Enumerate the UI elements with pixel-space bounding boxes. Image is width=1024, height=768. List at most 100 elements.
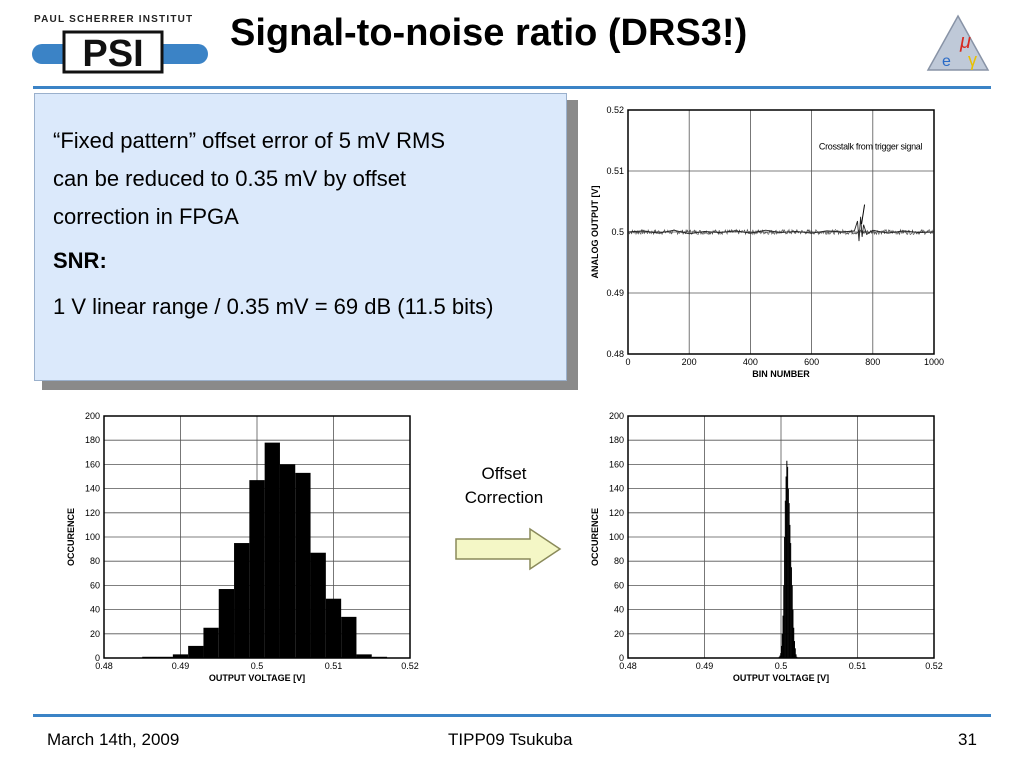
y-tick-label: 0.48 [606, 349, 624, 359]
y-tick-label: 60 [90, 580, 100, 590]
y-axis-label: ANALOG OUTPUT [V] [590, 186, 600, 279]
y-tick-label: 180 [85, 435, 100, 445]
histogram-bar [778, 656, 780, 658]
annotation-label: Crosstalk from trigger signal [819, 142, 923, 152]
histogram-bar [782, 615, 784, 658]
series-line [627, 216, 935, 242]
y-tick-label: 0.49 [606, 288, 624, 298]
footer-page-number: 31 [958, 730, 977, 749]
histogram-bar [356, 654, 372, 658]
histogram-bar [371, 656, 388, 658]
y-tick-label: 80 [90, 556, 100, 566]
header-rule [33, 86, 991, 89]
histogram-after-correction: 0.48 0.49 0.5 0.51 0.52 0 20 40 60 80 100 120 140 160… [590, 411, 943, 683]
x-axis-label: OUTPUT VOLTAGE [V] [209, 673, 305, 683]
info-textbox: “Fixed pattern” offset error of 5 mV RMS… [34, 93, 567, 381]
histogram-bar [203, 627, 219, 658]
y-tick-label: 0.51 [606, 166, 624, 176]
textbox-line-2: can be reduced to 0.35 mV by offset [53, 166, 407, 191]
footer-rule [33, 714, 991, 717]
x-tick-label: 0.51 [325, 661, 343, 671]
snr-label: SNR: [53, 248, 107, 273]
footer-date: March 14th, 2009 [47, 730, 180, 749]
page-title: Signal-to-noise ratio (DRS3!) [230, 12, 748, 54]
histogram-bar [780, 653, 782, 658]
svg-text:μ: μ [959, 31, 971, 53]
y-tick-label: 0.52 [606, 105, 624, 115]
histogram-bar [792, 609, 794, 658]
histogram-bar [790, 543, 792, 658]
y-axis-label: OCCURENCE [590, 508, 600, 566]
institute-name: PAUL SCHERRER INSTITUT [34, 14, 194, 25]
x-tick-label: 0.48 [619, 661, 637, 671]
x-tick-label: 0.52 [925, 661, 943, 671]
y-tick-label: 80 [614, 556, 624, 566]
x-tick-label: 0.49 [172, 661, 190, 671]
y-tick-label: 100 [85, 532, 100, 542]
y-tick-label: 40 [90, 605, 100, 615]
histogram-bar [788, 503, 790, 658]
y-tick-label: 120 [609, 508, 624, 518]
x-tick-label: 0.48 [95, 661, 113, 671]
y-tick-label: 160 [85, 459, 100, 469]
offset-correction-label: Offset Correction [448, 462, 560, 510]
x-tick-label: 200 [682, 357, 697, 367]
histogram-bar [325, 598, 342, 658]
histogram-bar [784, 500, 786, 658]
x-tick-label: 0.49 [696, 661, 714, 671]
textbox-line-1: “Fixed pattern” offset error of 5 mV RMS [53, 128, 446, 153]
x-tick-label: 1000 [924, 357, 944, 367]
histogram-bar [789, 524, 791, 658]
y-tick-label: 0.5 [611, 227, 624, 237]
y-tick-label: 40 [614, 605, 624, 615]
annotation-pointer [861, 204, 866, 225]
y-tick-label: 60 [614, 580, 624, 590]
right-arrow-icon [455, 527, 562, 571]
psi-logo-graphic: PSI [32, 30, 208, 74]
y-tick-label: 20 [90, 629, 100, 639]
histogram-bar [783, 585, 785, 658]
offset-correction-line-1: Offset [481, 464, 527, 483]
y-tick-label: 140 [609, 484, 624, 494]
histogram-bar [795, 654, 797, 658]
x-axis-label: BIN NUMBER [752, 369, 810, 379]
y-axis-label: OCCURENCE [66, 508, 76, 566]
histogram-bar [218, 589, 235, 658]
histogram-bar [172, 654, 189, 658]
y-tick-label: 200 [85, 411, 100, 421]
histogram-before-correction: 0.48 0.49 0.5 0.51 0.52 0 20 40 60 80 100 120 140 160… [66, 411, 419, 683]
y-tick-label: 140 [85, 484, 100, 494]
histogram-bar [791, 585, 793, 658]
histogram-bar [793, 627, 795, 658]
x-tick-label: 600 [804, 357, 819, 367]
psi-logo: PAUL SCHERRER INSTITUT PSI [30, 14, 210, 74]
x-tick-label: 400 [743, 357, 758, 367]
histogram-bar [779, 655, 781, 658]
histogram-bar [279, 464, 296, 658]
x-tick-label: 0.5 [251, 661, 264, 671]
histogram-bar [157, 656, 173, 658]
y-tick-label: 200 [609, 411, 624, 421]
histogram-bar [794, 648, 796, 658]
y-tick-label: 0 [95, 653, 100, 663]
snr-calculation: 1 V linear range / 0.35 mV = 69 dB (11.5… [53, 294, 494, 319]
histogram-bar [790, 567, 792, 658]
mu-triangle-logo: μ e γ [926, 14, 990, 71]
x-tick-label: 0.5 [775, 661, 788, 671]
histogram-bar [264, 442, 280, 658]
histogram-bar [295, 472, 311, 658]
x-tick-label: 0.52 [401, 661, 419, 671]
y-tick-label: 0 [619, 653, 624, 663]
histogram-bar [781, 633, 783, 658]
histogram-bar [787, 466, 789, 658]
histogram-bar [188, 645, 204, 658]
y-tick-label: 20 [614, 629, 624, 639]
histogram-bar [142, 656, 158, 658]
y-tick-label: 120 [85, 508, 100, 518]
y-tick-label: 100 [609, 532, 624, 542]
histogram-bar [787, 488, 789, 658]
x-tick-label: 0 [625, 357, 630, 367]
svg-text:e: e [942, 53, 951, 70]
histogram-bar [234, 543, 250, 658]
analog-output-chart: 0 200 400 600 800 1000 0.48 0.49 0.5 0.51 0.52 BIN … [590, 105, 944, 379]
